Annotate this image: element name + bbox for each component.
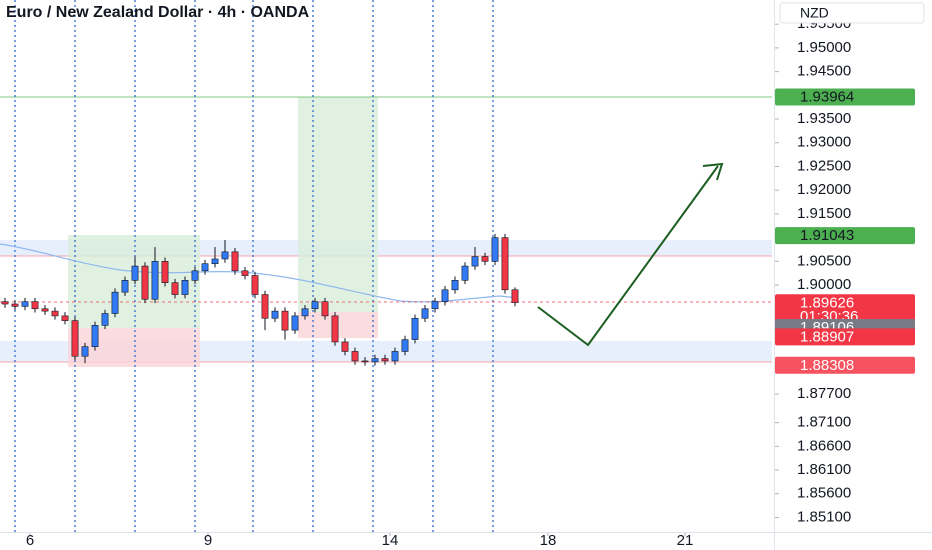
candle-body	[481, 256, 489, 262]
y-tick-label: 1.91500	[797, 205, 851, 222]
y-tick-label: 1.86100	[797, 461, 851, 478]
candle-body	[71, 320, 79, 357]
candle-body	[421, 308, 429, 319]
candle-body	[111, 291, 119, 314]
y-tick-label: 1.92500	[797, 157, 851, 174]
x-tick-label: 14	[382, 532, 399, 549]
candle-body	[451, 280, 459, 291]
drawings	[0, 0, 772, 532]
y-tick-label: 1.90500	[797, 252, 851, 269]
y-tick-label: 1.90000	[797, 276, 851, 293]
x-tick-label: 9	[204, 532, 212, 549]
candle-body	[21, 301, 29, 307]
candle-body	[391, 351, 399, 362]
candles	[1, 233, 519, 366]
candle-body	[51, 310, 59, 317]
candle-body	[301, 308, 309, 317]
currency[interactable]: NZD	[800, 5, 829, 21]
y-tick-label: 1.87100	[797, 414, 851, 431]
candle-body	[341, 341, 349, 352]
candle-body	[231, 251, 239, 272]
candle-body	[441, 289, 449, 302]
price-label-box	[775, 227, 915, 245]
candle-body	[511, 289, 519, 303]
candle-body	[211, 258, 219, 265]
candle-body	[261, 294, 269, 319]
price-label-box	[775, 88, 915, 106]
candle-body	[91, 325, 99, 348]
y-tick-label: 1.93000	[797, 134, 851, 151]
y-tick-label: 1.85100	[797, 508, 851, 525]
candle-body	[251, 275, 259, 295]
candle-body	[321, 301, 329, 317]
candle-body	[331, 315, 339, 343]
y-tick-label: 1.86600	[797, 437, 851, 454]
candle-body	[281, 310, 289, 331]
chart-title: Euro / New Zealand Dollar · 4h · OANDA	[6, 4, 310, 21]
price-label-box	[775, 294, 915, 325]
candle-body	[371, 358, 379, 363]
projection-arrow	[537, 162, 724, 347]
candle-body	[381, 358, 389, 362]
candle-body	[311, 301, 319, 310]
candle-body	[461, 265, 469, 281]
x-tick-label: 18	[540, 532, 557, 549]
x-tick-label: 6	[26, 532, 34, 549]
candle-body	[101, 313, 109, 326]
candle-body	[61, 315, 69, 321]
candle-body	[221, 251, 229, 260]
candle-body	[41, 308, 49, 312]
x-tick-label: 21	[677, 532, 694, 549]
candle-body	[401, 339, 409, 352]
candle-body	[151, 261, 159, 300]
candle-body	[361, 360, 369, 363]
candle-body	[81, 346, 89, 357]
candle-body	[121, 280, 129, 293]
candle-body	[241, 270, 249, 276]
candle-body	[431, 301, 439, 310]
price-label: 1.91043	[800, 227, 854, 244]
y-tick-label: 1.87700	[797, 385, 851, 402]
candle-body	[491, 237, 499, 262]
y-tick-label: 1.94500	[797, 63, 851, 80]
price-label: 1.89626	[800, 294, 854, 311]
candle-body	[271, 310, 279, 319]
candle-body	[161, 261, 169, 283]
candle-body	[131, 265, 139, 281]
candle-body	[181, 280, 189, 295]
target-box	[298, 97, 378, 312]
currency-box[interactable]	[779, 2, 925, 24]
candle-body	[31, 301, 39, 310]
price-label: 1.88907	[800, 328, 854, 345]
price-label-box	[775, 356, 915, 374]
y-tick-label: 1.85600	[797, 485, 851, 502]
stop-box	[68, 328, 200, 367]
candle-body	[411, 317, 419, 340]
price-label: 1.88308	[800, 357, 854, 374]
y-tick-label: 1.92000	[797, 181, 851, 198]
candle-body	[201, 263, 209, 272]
y-tick-label: 1.93500	[797, 110, 851, 127]
candle-body	[1, 301, 9, 305]
candle-body	[11, 303, 19, 307]
candle-body	[191, 270, 199, 281]
candle-body	[171, 282, 179, 295]
y-tick-label: 1.95000	[797, 39, 851, 56]
candle-body	[291, 315, 299, 331]
target-box	[68, 235, 200, 328]
candle-body	[141, 265, 149, 300]
price-label: 1.93964	[800, 89, 854, 106]
candle-body	[501, 237, 509, 291]
candle-body	[471, 256, 479, 267]
candle-body	[351, 351, 359, 362]
price-label-box	[775, 328, 915, 346]
